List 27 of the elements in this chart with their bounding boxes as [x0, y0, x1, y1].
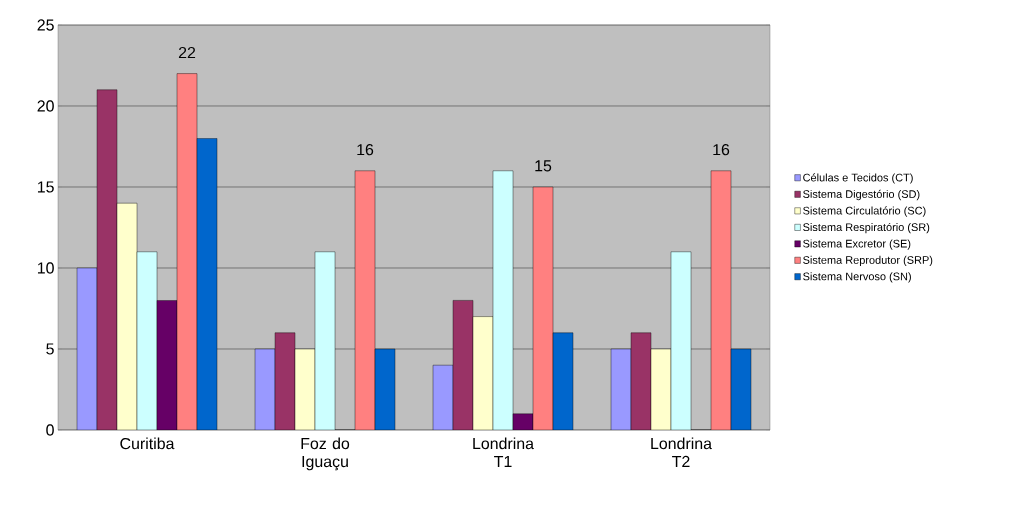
y-tick-label: 0 — [46, 424, 54, 436]
data-label: 16 — [713, 143, 730, 156]
x-tick-label: Curitiba — [120, 437, 175, 450]
y-tick-label: 25 — [37, 19, 54, 31]
data-label: 15 — [535, 160, 552, 172]
data-label: 16 — [357, 143, 374, 156]
legend-label: Sistema Reprodutor (SRP) — [803, 255, 933, 267]
legend-label: Sistema Respiratório (SR) — [803, 222, 930, 234]
legend-label: Sistema Excretor (SE) — [803, 239, 911, 250]
legend-label: Sistema Circulatório (SC) — [803, 206, 926, 217]
x-tick-label: Foz do Iguaçu — [301, 437, 350, 471]
bar — [176, 73, 198, 430]
data-label: 22 — [178, 46, 196, 59]
bar — [710, 170, 732, 430]
legend-label: Células e Tecidos (CT) — [803, 173, 913, 184]
x-tick-label: Londrina T1 — [473, 437, 535, 467]
legend-label: Sistema Digestório (SD) — [803, 189, 920, 201]
bar — [96, 89, 118, 430]
y-tick-label: 5 — [46, 343, 54, 355]
legend-label: Sistema Nervoso (SN) — [803, 272, 911, 283]
x-tick-label: Londrina T2 — [651, 437, 713, 467]
y-tick-label: 20 — [37, 100, 54, 112]
bar — [492, 170, 514, 430]
bar — [354, 170, 376, 430]
bar — [196, 138, 218, 430]
y-tick-label: 15 — [37, 181, 54, 193]
y-tick-label: 10 — [37, 262, 54, 274]
